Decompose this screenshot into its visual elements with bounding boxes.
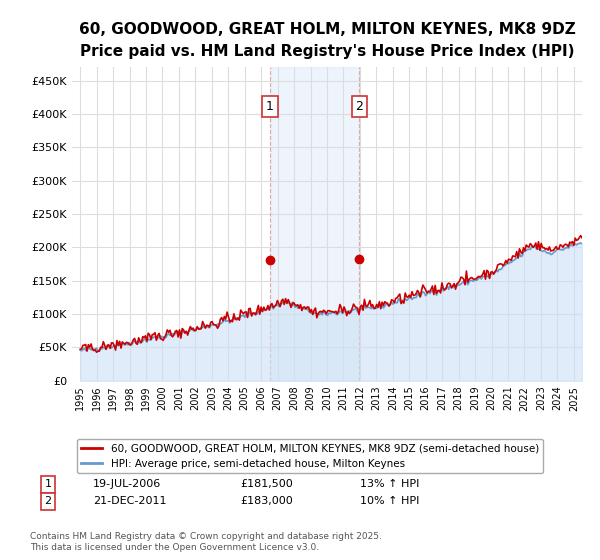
Text: £181,500: £181,500 <box>240 479 293 489</box>
Text: 10% ↑ HPI: 10% ↑ HPI <box>360 496 419 506</box>
Text: 2: 2 <box>44 496 52 506</box>
Text: 1: 1 <box>44 479 52 489</box>
Text: 13% ↑ HPI: 13% ↑ HPI <box>360 479 419 489</box>
Text: £183,000: £183,000 <box>240 496 293 506</box>
Legend: 60, GOODWOOD, GREAT HOLM, MILTON KEYNES, MK8 9DZ (semi-detached house), HPI: Ave: 60, GOODWOOD, GREAT HOLM, MILTON KEYNES,… <box>77 440 543 473</box>
Text: 1: 1 <box>266 100 274 113</box>
Text: Contains HM Land Registry data © Crown copyright and database right 2025.
This d: Contains HM Land Registry data © Crown c… <box>30 532 382 552</box>
Text: 21-DEC-2011: 21-DEC-2011 <box>93 496 167 506</box>
Title: 60, GOODWOOD, GREAT HOLM, MILTON KEYNES, MK8 9DZ
Price paid vs. HM Land Registry: 60, GOODWOOD, GREAT HOLM, MILTON KEYNES,… <box>79 22 575 59</box>
Text: 2: 2 <box>355 100 364 113</box>
Text: 19-JUL-2006: 19-JUL-2006 <box>93 479 161 489</box>
